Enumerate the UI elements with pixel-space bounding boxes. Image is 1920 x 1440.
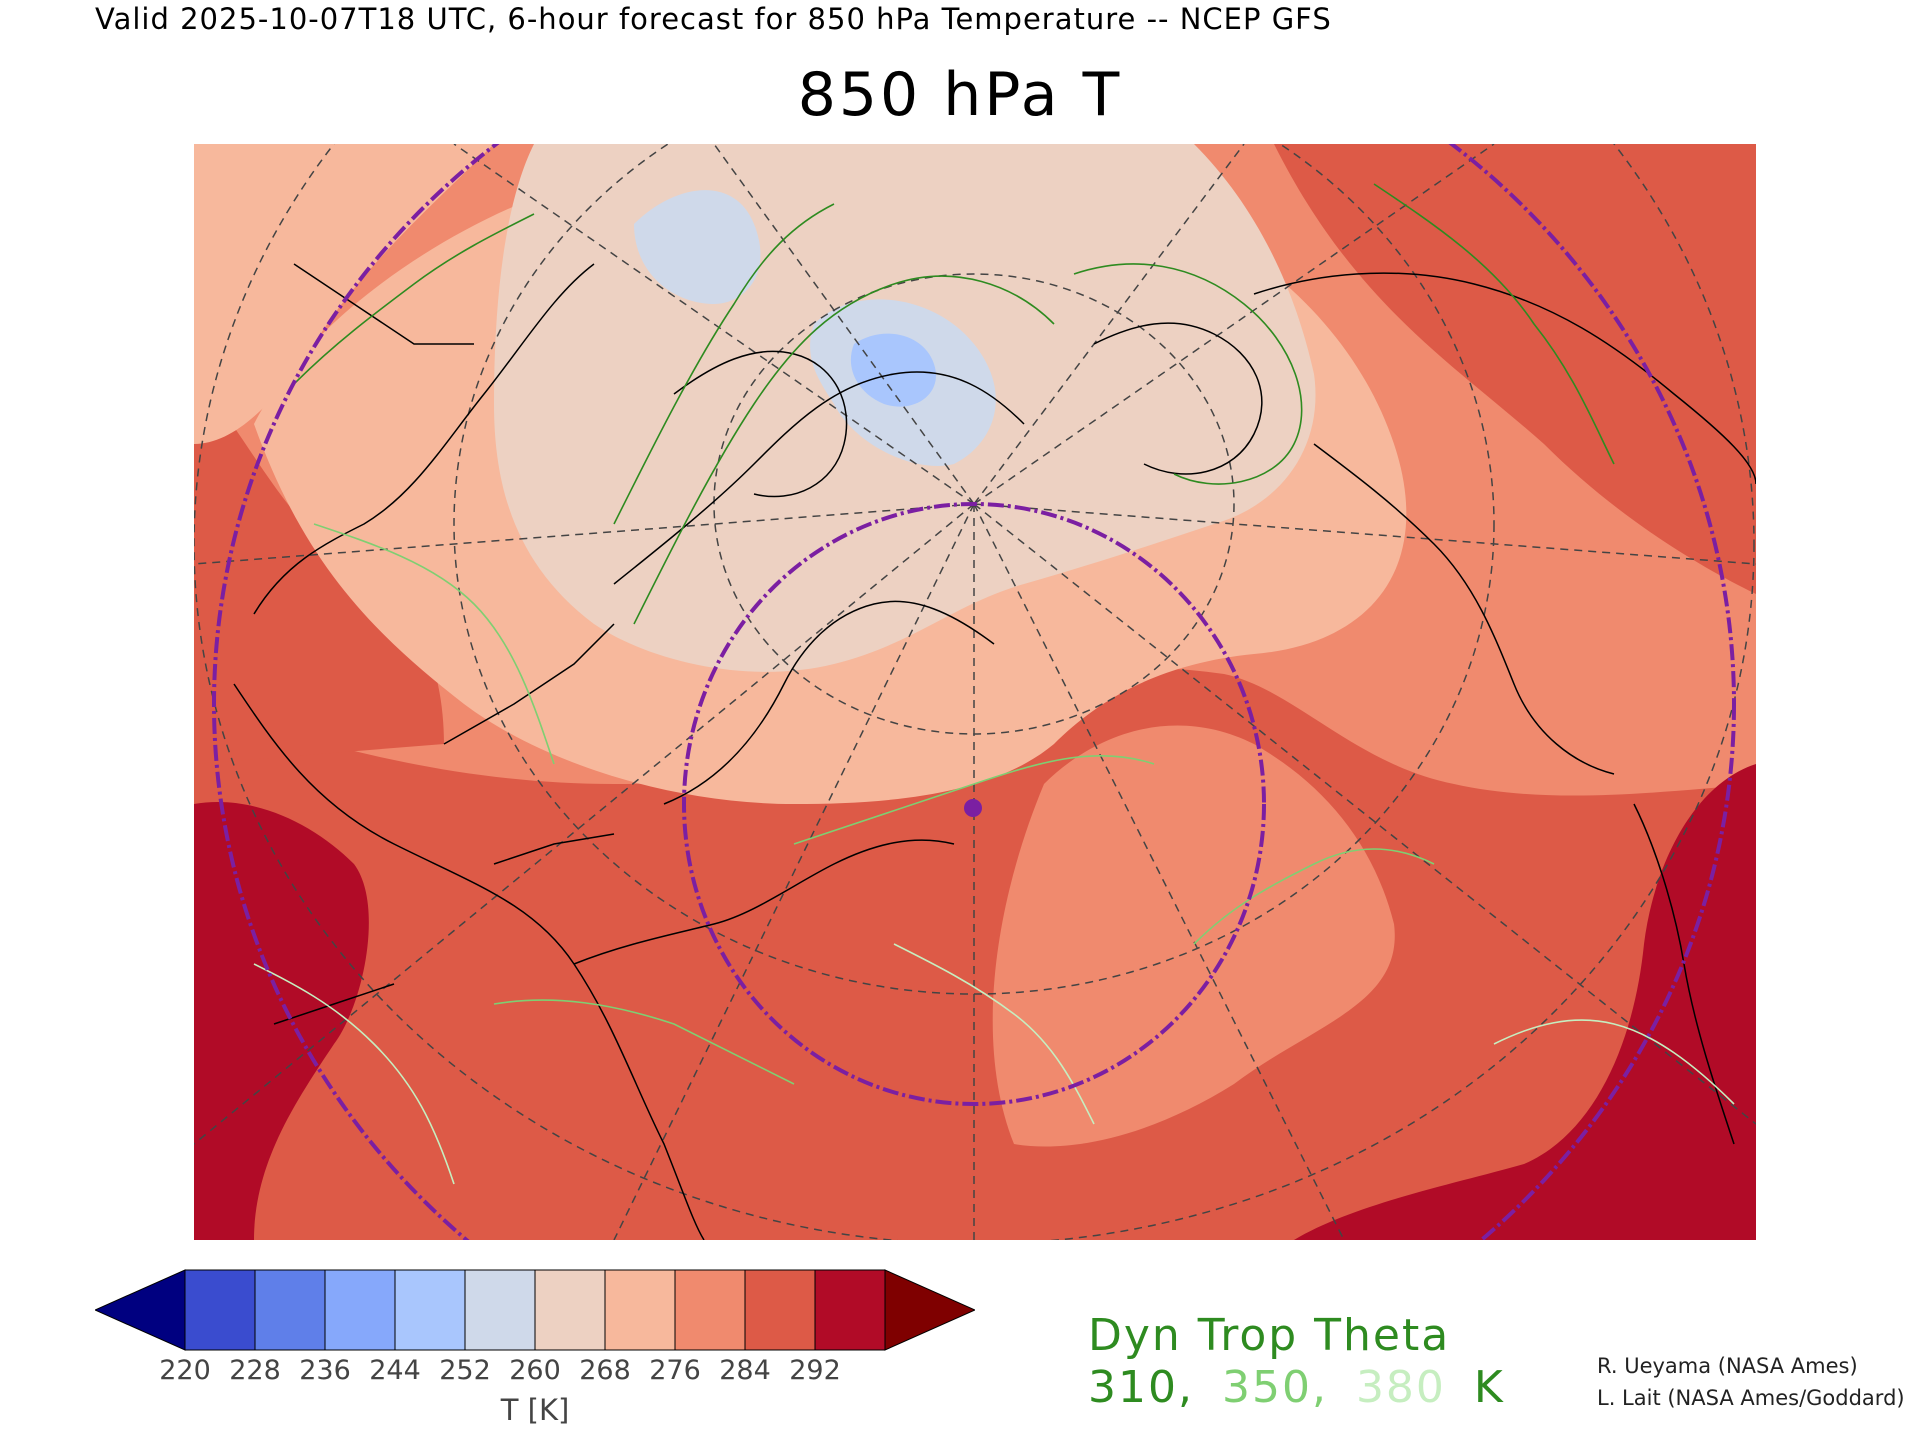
- legend-title: Dyn Trop Theta: [1088, 1310, 1451, 1361]
- legend-value-350: 350,: [1221, 1362, 1328, 1413]
- tropopause-contours: [253, 183, 1735, 1185]
- legend-values: 310, 350, 380 K: [1088, 1362, 1505, 1413]
- region-292-east: [1294, 764, 1756, 1240]
- inner-range-ring: [682, 502, 1266, 1106]
- legend-unit: K: [1473, 1362, 1505, 1413]
- colorbar-tick-label: 220: [159, 1355, 211, 1386]
- credits: R. Ueyama (NASA Ames) L. Lait (NASA Ames…: [1597, 1350, 1905, 1414]
- colorbar-box: [184, 1269, 256, 1351]
- region-252-arctic: [850, 333, 936, 407]
- colorbar-box: [814, 1269, 886, 1351]
- colorbar-box: [744, 1269, 816, 1351]
- region-284-north-west: [194, 374, 444, 764]
- map-title: 850 hPa T: [797, 60, 1123, 130]
- graticule: [194, 144, 1756, 1240]
- legend-value-380: 380: [1355, 1362, 1446, 1413]
- region-284-north-east: [1274, 144, 1756, 594]
- region-276-northwest: [194, 144, 494, 444]
- colorbar-box: [324, 1269, 396, 1351]
- colorbar: [93, 1265, 977, 1355]
- map-canvas: [194, 144, 1756, 1240]
- colorbar-box: [674, 1269, 746, 1351]
- colorbar-unit: T [K]: [500, 1393, 570, 1427]
- colorbar-tick-label: 284: [719, 1355, 771, 1386]
- legend-value-310: 310,: [1088, 1362, 1194, 1413]
- temperature-map: [194, 144, 1756, 1240]
- region-260-arctic-west: [634, 190, 761, 304]
- credit-line-1: R. Ueyama (NASA Ames): [1597, 1354, 1858, 1378]
- colorbar-tick-label: 228: [229, 1355, 281, 1386]
- colorbar-min-arrow: [93, 1269, 186, 1351]
- header-text: Valid 2025-10-07T18 UTC, 6-hour forecast…: [95, 2, 1332, 36]
- colorbar-box: [464, 1269, 536, 1351]
- region-284-south: [194, 668, 1756, 1240]
- region-276-atlantic: [992, 725, 1395, 1147]
- outer-range-ring: [212, 144, 1736, 1240]
- colorbar-tick-label: 276: [649, 1355, 701, 1386]
- colorbar-tick-label: 236: [299, 1355, 351, 1386]
- range-rings: [212, 144, 1736, 1240]
- colorbar-tick-label: 252: [439, 1355, 491, 1386]
- colorbar-max-arrow: [884, 1269, 977, 1351]
- credit-line-2: L. Lait (NASA Ames/Goddard): [1597, 1386, 1905, 1410]
- colorbar-tick-label: 268: [579, 1355, 631, 1386]
- colorbar-svg: [93, 1269, 977, 1351]
- coastlines: [233, 263, 1756, 1240]
- colorbar-tick-label: 292: [789, 1355, 841, 1386]
- colorbar-box: [254, 1269, 326, 1351]
- colorbar-box: [534, 1269, 606, 1351]
- colorbar-tick-label: 244: [369, 1355, 421, 1386]
- colorbar-tick-label: 260: [509, 1355, 561, 1386]
- colorbar-box: [394, 1269, 466, 1351]
- station-marker: [964, 799, 982, 817]
- colorbar-box: [604, 1269, 676, 1351]
